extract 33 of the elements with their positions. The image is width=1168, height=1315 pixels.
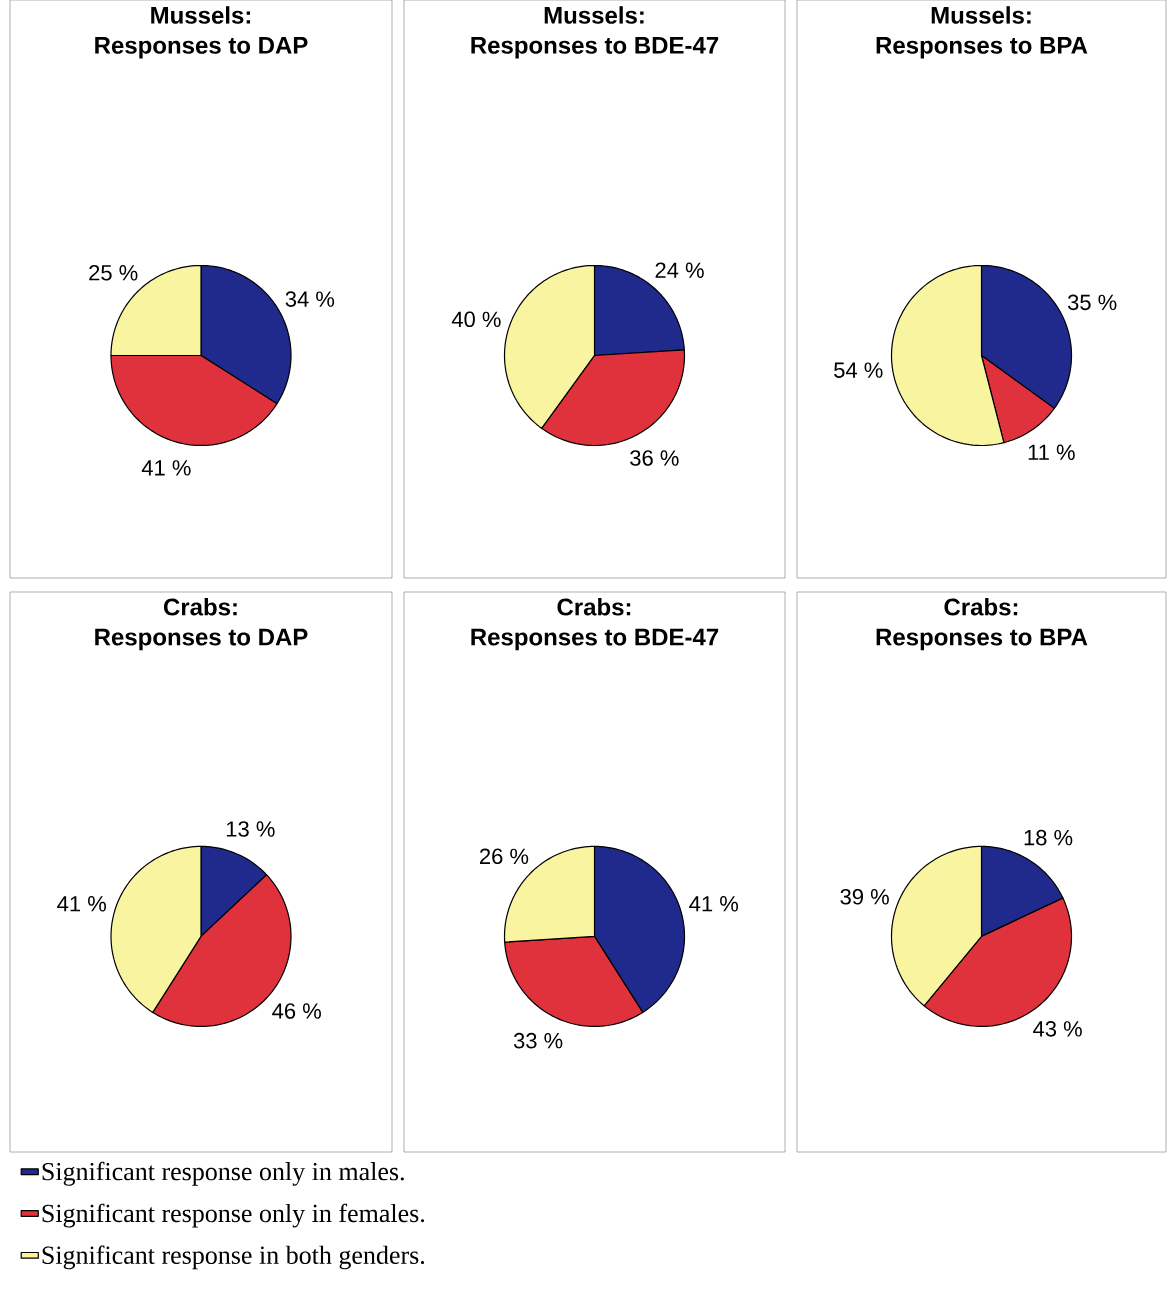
data-label: 54 % [834, 362, 883, 378]
data-label: 25 % [89, 264, 138, 281]
data-label: 36 % [630, 450, 679, 466]
legend-label: Significant response in both genders. [42, 1245, 425, 1270]
chart-title: Mussels: [544, 6, 644, 24]
data-label: 41 % [57, 896, 106, 912]
chart-title: Crabs: [163, 597, 237, 616]
data-label: 39 % [840, 888, 889, 905]
data-label: 41 % [141, 460, 191, 476]
data-label: 34 % [285, 291, 335, 307]
data-label: 24 % [655, 262, 704, 278]
chart-title: Mussels: [151, 6, 251, 24]
chart-subtitle: Responses to BPA [876, 37, 1088, 59]
data-label: 13 % [226, 821, 275, 837]
data-label: 46 % [272, 1003, 321, 1019]
data-label: 35 % [1067, 294, 1117, 311]
chart-subtitle: Responses to BDE-47 [471, 628, 719, 651]
chart-subtitle: Responses to BPA [876, 628, 1088, 651]
data-label: 11 % [1028, 444, 1075, 460]
legend-label: Significant response only in females. [42, 1203, 425, 1228]
chart-title: Crabs: [557, 597, 631, 616]
chart-subtitle: Responses to DAP [95, 628, 308, 651]
data-label: 40 % [451, 311, 501, 328]
chart-subtitle: Responses to DAP [95, 37, 308, 59]
data-label: 33 % [513, 1032, 563, 1049]
chart-title: Crabs: [944, 597, 1018, 616]
chart-title: Mussels: [931, 6, 1031, 24]
data-label: 26 % [480, 848, 529, 865]
data-label: 41 % [689, 896, 739, 912]
chart-subtitle: Responses to BDE-47 [471, 37, 719, 59]
data-label: 43 % [1033, 1021, 1082, 1037]
data-label: 18 % [1024, 829, 1073, 846]
legend-label: Significant response only in males. [42, 1161, 404, 1186]
